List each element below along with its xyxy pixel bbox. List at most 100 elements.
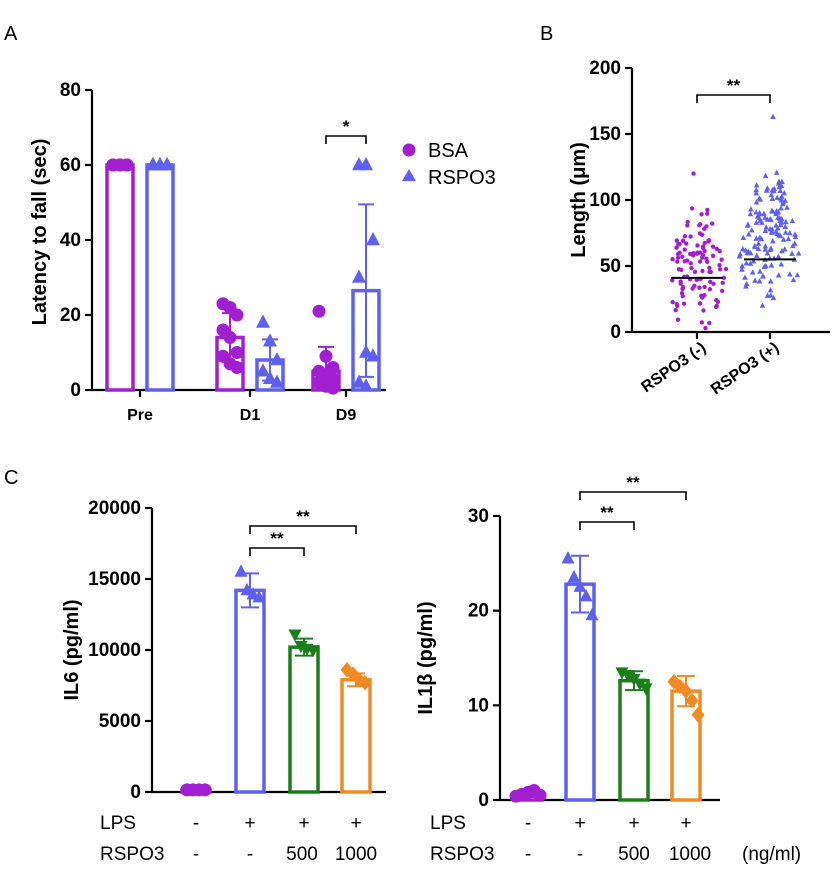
data-point xyxy=(743,280,750,287)
panel-letter-b: B xyxy=(540,23,553,45)
panel-c-il1b-y-tick-label: 10 xyxy=(468,695,489,716)
data-point xyxy=(757,210,763,217)
data-point xyxy=(230,361,244,374)
data-point xyxy=(770,294,777,301)
data-point xyxy=(702,240,708,246)
data-point xyxy=(153,156,167,171)
panel-c-il1b-significance-0-bracket xyxy=(579,521,635,530)
panel-c-il1b-row-label-lps: LPS xyxy=(430,813,466,834)
data-point xyxy=(784,204,790,210)
data-point xyxy=(691,707,705,723)
data-point xyxy=(736,253,743,259)
data-point xyxy=(775,253,782,259)
data-point xyxy=(778,193,785,199)
data-point xyxy=(691,250,696,256)
panel-c-il6-significance-1-bracket xyxy=(249,525,357,534)
data-point xyxy=(223,331,237,344)
data-point xyxy=(692,269,698,274)
data-point xyxy=(270,374,284,388)
bar-rspo3-pre xyxy=(145,163,175,392)
data-point xyxy=(721,275,727,281)
legend-bsa-label: BSA xyxy=(428,140,469,162)
panel-c-il6-row-label-lps: LPS xyxy=(100,813,136,834)
data-point xyxy=(763,224,769,230)
data-point xyxy=(306,645,320,658)
data-point xyxy=(326,381,340,395)
panel-a-y-tick-label: 40 xyxy=(60,230,81,251)
data-point xyxy=(787,230,793,236)
data-point xyxy=(764,250,771,256)
data-point xyxy=(787,271,793,277)
data-point xyxy=(763,187,770,193)
data-point xyxy=(708,269,713,275)
data-point xyxy=(745,221,751,227)
data-point xyxy=(359,344,373,358)
data-point xyxy=(567,570,581,583)
data-point xyxy=(767,278,774,284)
data-point xyxy=(234,564,248,577)
panel-a-y-title: Latency to fall (sec) xyxy=(29,139,51,326)
data-point xyxy=(710,253,716,259)
data-point xyxy=(685,219,690,225)
panel-c-il6-lps-value: + xyxy=(244,813,255,834)
panel-c-il6-rspo3-value: - xyxy=(193,844,199,865)
data-point xyxy=(677,241,682,247)
data-point xyxy=(745,231,752,237)
panel-c-il1b-lps-value: + xyxy=(680,813,691,834)
data-point xyxy=(753,186,760,193)
panel-c-il6-bar-2 xyxy=(288,645,320,794)
data-point xyxy=(775,208,782,215)
panel-c-il6-lps-value: + xyxy=(298,813,309,834)
data-point xyxy=(761,210,767,216)
panel-c-il6-bar-1 xyxy=(234,588,266,794)
data-point xyxy=(782,229,789,235)
data-point xyxy=(714,303,719,308)
data-point xyxy=(694,251,700,256)
data-point xyxy=(702,284,707,290)
data-point xyxy=(764,216,771,222)
data-point xyxy=(359,378,373,392)
data-point xyxy=(682,247,687,252)
data-point xyxy=(755,240,762,246)
data-point xyxy=(777,187,784,193)
data-point xyxy=(256,363,270,377)
data-point xyxy=(758,235,765,242)
data-point xyxy=(533,788,547,802)
data-point xyxy=(198,783,212,797)
data-point xyxy=(717,263,722,268)
data-point xyxy=(789,250,795,256)
data-point xyxy=(561,551,575,564)
panel-c-il1b-chart: IL1β (pg/ml) 0 10 20 30 LPS RSPO3 - + + + - - 500 10… xyxy=(415,473,801,865)
panel-b-x-tick-label: RSPO3 (+) xyxy=(708,339,782,398)
data-point xyxy=(688,261,693,266)
data-point xyxy=(767,225,773,232)
panel-a-x-tick-label: Pre xyxy=(127,407,153,424)
panel-c-il6-bar-3 xyxy=(340,678,372,794)
data-point xyxy=(708,279,713,285)
data-point xyxy=(747,260,754,266)
data-point xyxy=(695,243,700,248)
data-point xyxy=(775,225,781,231)
data-point xyxy=(719,257,724,262)
data-point xyxy=(699,212,704,217)
data-point xyxy=(759,302,766,308)
data-point xyxy=(698,222,703,227)
data-point xyxy=(679,683,693,699)
data-point xyxy=(702,293,707,298)
data-point xyxy=(692,283,697,288)
data-point xyxy=(739,263,746,269)
panel-b-y-tick-label: 50 xyxy=(600,256,621,277)
panel-c-il1b-rspo3-value: - xyxy=(525,844,531,865)
data-point xyxy=(717,249,722,254)
data-point xyxy=(689,265,694,271)
data-point xyxy=(783,218,789,225)
panel-c-il1b-significance-1-bracket xyxy=(579,491,687,500)
data-point xyxy=(707,320,712,326)
data-point xyxy=(753,190,760,196)
data-point xyxy=(312,304,326,318)
data-point xyxy=(762,172,769,179)
panel-c-il6-y-title: IL6 (pg/ml) xyxy=(61,599,83,700)
data-point xyxy=(288,629,302,642)
panel-c-il1b-y-title: IL1β (pg/ml) xyxy=(415,601,437,714)
data-point xyxy=(710,244,716,249)
